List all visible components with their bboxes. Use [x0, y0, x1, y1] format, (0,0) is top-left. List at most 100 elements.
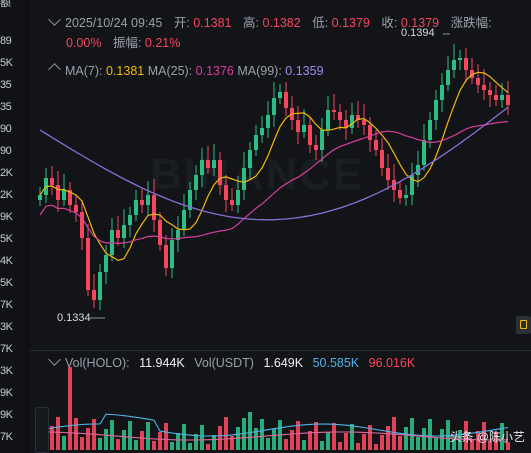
volume-bar	[104, 429, 108, 450]
volume-bar	[260, 419, 264, 450]
candle-body	[338, 112, 342, 120]
candle-body	[260, 128, 264, 135]
scroll-handle[interactable]	[35, 407, 49, 453]
candle-body	[368, 125, 372, 140]
left-axis-tick: 5K	[0, 277, 13, 289]
candle-body	[464, 58, 468, 70]
ma99-line	[39, 106, 509, 221]
close-label: 收:	[381, 16, 398, 30]
attribution: 头条 @陈小艺	[449, 430, 525, 444]
volume-bar	[62, 436, 66, 450]
volume-bar	[170, 442, 174, 450]
candle-body	[380, 150, 384, 168]
ohlc-header: 2025/10/24 09:45 开: 0.1381 高: 0.1382 低: …	[48, 13, 530, 53]
volume-bar	[86, 428, 90, 450]
volume-bar	[200, 425, 204, 450]
clipboard-icon[interactable]	[516, 316, 531, 334]
volume-bar	[500, 423, 504, 450]
volume-bar	[140, 431, 144, 450]
volume-bar	[146, 422, 150, 450]
high-value: 0.1382	[262, 16, 301, 30]
candle-body	[386, 168, 390, 180]
candle-body	[146, 195, 150, 205]
low-price-tag: 0.1334	[57, 312, 91, 324]
left-axis-top-label: 额	[0, 0, 11, 9]
volume-bar	[248, 412, 252, 450]
candle-body	[182, 210, 186, 230]
candle-body	[476, 78, 480, 85]
volume-bar	[320, 441, 324, 450]
volume-bar	[224, 417, 228, 450]
candle-body	[176, 230, 180, 240]
volume-bar	[428, 419, 432, 450]
candle-body	[278, 92, 282, 98]
left-axis-tick: 5K	[0, 233, 13, 245]
ma99-value: 0.1359	[285, 64, 324, 78]
volume-bar	[404, 427, 408, 450]
volume-ma-lines	[39, 413, 509, 441]
volume-bar	[398, 436, 402, 450]
candle-body	[218, 160, 222, 185]
volume-bar	[122, 430, 126, 450]
ma7-label: MA(7):	[65, 64, 103, 78]
volume-bar	[488, 441, 492, 450]
candle-body	[38, 195, 42, 200]
volume-bar	[116, 439, 120, 450]
candle-body	[80, 212, 84, 238]
volume-bar	[344, 433, 348, 450]
candle-body	[164, 245, 168, 268]
volume-bar	[338, 442, 342, 450]
volume-bar	[164, 423, 168, 450]
volume-bar	[206, 444, 210, 450]
candle-body	[134, 200, 138, 215]
volume-bar	[98, 438, 102, 450]
volume-bar	[506, 442, 510, 450]
ma25-value: 0.1376	[195, 64, 234, 78]
change-label: 涨跌幅:	[450, 16, 492, 30]
candle-body	[140, 200, 144, 205]
open-value: 0.1381	[193, 16, 232, 30]
volume-bar	[110, 420, 114, 450]
candle-body	[74, 205, 78, 212]
candle-body	[452, 60, 456, 70]
left-axis-tick: 9K	[0, 409, 13, 421]
price-markers	[90, 33, 450, 319]
candle-body	[98, 272, 102, 300]
expand-chevron-icon[interactable]	[48, 63, 61, 76]
volume-bar	[56, 417, 60, 450]
candle-body	[116, 230, 120, 238]
ma-legend: MA(7): 0.1381 MA(25): 0.1376 MA(99): 0.1…	[48, 63, 324, 78]
candle-body	[308, 125, 312, 145]
volume-bar	[392, 417, 396, 450]
candle-body	[68, 190, 72, 205]
volume-bar	[368, 425, 372, 450]
left-axis-tick: 2K	[0, 189, 13, 201]
volume-chevron-icon[interactable]	[48, 353, 61, 366]
volume-bar	[284, 439, 288, 450]
volume-bar	[194, 434, 198, 450]
volume-bar	[464, 421, 468, 450]
candle-body	[362, 120, 366, 125]
left-axis-tick: 7K	[0, 431, 13, 443]
left-axis: 额 89 5K 35 35 90 90 2K 2K 9K 5K 4K 5K 7K…	[0, 0, 18, 453]
candle-body	[326, 110, 330, 130]
collapse-chevron-icon[interactable]	[48, 13, 61, 26]
candle-body	[194, 175, 198, 190]
volume-bar	[212, 435, 216, 450]
left-axis-tick: 4K	[0, 255, 13, 267]
candle-datetime: 2025/10/24 09:45	[65, 16, 163, 30]
volume-bar	[386, 426, 390, 450]
candle-body	[50, 178, 54, 185]
volume-bar	[470, 440, 474, 450]
left-axis-tick: 2K	[0, 167, 13, 179]
volume-bar	[434, 438, 438, 450]
ma25-label: MA(25):	[147, 64, 193, 78]
high-label: 高:	[243, 16, 259, 30]
candle-body	[446, 70, 450, 85]
candle-body	[254, 135, 258, 150]
candle-body	[248, 150, 252, 168]
candle-body	[236, 190, 240, 205]
volume-bar	[446, 420, 450, 450]
candle-body	[416, 165, 420, 175]
